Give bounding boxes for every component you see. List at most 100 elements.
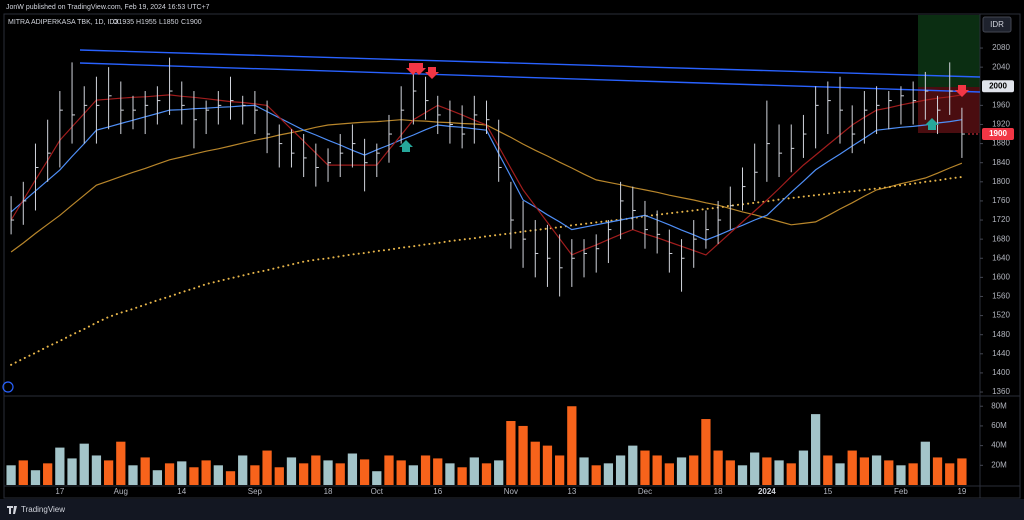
- volume-bar: [847, 450, 857, 485]
- volume-bar: [164, 463, 175, 485]
- volume-bar: [311, 455, 321, 485]
- buy-arrow: [925, 118, 939, 130]
- footer-logo-icon: [7, 506, 17, 514]
- x-tick-label: Aug: [114, 487, 128, 496]
- trendline: [79, 49, 981, 78]
- y-tick-label: 1560: [992, 292, 1010, 301]
- volume-bar: [18, 460, 28, 485]
- volume-bar: [615, 455, 626, 485]
- volume-bar: [286, 457, 297, 485]
- volume-bar: [201, 460, 211, 485]
- footer: [0, 499, 1024, 520]
- volume-bar: [628, 445, 638, 485]
- x-tick-label: 17: [55, 487, 64, 496]
- volume-bar: [91, 455, 102, 485]
- volume-bar: [884, 460, 894, 485]
- y-tick-label: 2040: [992, 62, 1010, 71]
- settings-icon[interactable]: [2, 381, 14, 393]
- volume-bar: [30, 470, 41, 485]
- x-tick-label: 19: [957, 487, 966, 496]
- currency-box[interactable]: [982, 16, 1012, 33]
- volume-bar: [689, 455, 699, 485]
- buy-arrows: [399, 118, 939, 152]
- volume-bar: [810, 414, 821, 485]
- y-tick-label: 1680: [992, 234, 1010, 243]
- price-label-box: [982, 80, 1014, 93]
- volume-bar: [945, 463, 955, 485]
- volume-bar: [676, 457, 687, 485]
- volume-bar: [408, 465, 418, 485]
- last-price-box: [982, 128, 1014, 141]
- volume-bar: [213, 465, 223, 485]
- volume-bar: [555, 455, 565, 485]
- x-tick-label: Oct: [371, 487, 384, 496]
- sell-arrows: [406, 63, 969, 97]
- y-tick-label: 1720: [992, 215, 1010, 224]
- volume-bar: [6, 465, 16, 485]
- volume-bar: [664, 463, 674, 485]
- volume-bar: [457, 467, 467, 485]
- ohlc-label: L1850: [159, 19, 179, 26]
- volume-bar: [359, 459, 370, 485]
- last-price-label: 1900: [989, 129, 1007, 138]
- y-tick-label: 1640: [992, 253, 1010, 262]
- volume-bar: [762, 457, 772, 485]
- x-tick-label: Sep: [248, 487, 263, 496]
- x-tick-label: 15: [823, 487, 832, 496]
- volume-bar: [335, 463, 345, 485]
- volume-bar: [494, 460, 504, 485]
- volume-bar: [140, 457, 150, 485]
- volume-bar: [43, 463, 53, 485]
- x-tick-label: 18: [714, 487, 723, 496]
- volume-bar: [103, 460, 114, 485]
- volume-bar: [567, 406, 577, 485]
- volume-bar: [579, 457, 589, 485]
- y-tick-label: 1800: [992, 177, 1010, 186]
- sell-arrow: [955, 85, 969, 97]
- volume-bar: [725, 460, 735, 485]
- ohlc-label: O1935: [113, 19, 134, 26]
- y-tick-label: 1880: [992, 139, 1010, 148]
- volume-tick-label: 20M: [991, 460, 1007, 469]
- volume-tick-label: 40M: [991, 441, 1007, 450]
- volume-bar: [908, 463, 918, 485]
- y-tick-label: 1920: [992, 120, 1010, 129]
- volume-bar: [774, 460, 784, 485]
- x-tick-label: 14: [177, 487, 186, 496]
- volume-bar: [128, 465, 138, 485]
- volume-bar: [518, 425, 528, 485]
- y-tick-label: 1600: [992, 272, 1010, 281]
- currency: IDR: [990, 20, 1004, 29]
- footer-logo[interactable]: TradingView: [21, 505, 65, 514]
- volume-bar: [420, 455, 431, 485]
- volume-bar: [55, 447, 65, 485]
- volume-bar: [445, 463, 455, 485]
- y-tick-label: 1480: [992, 330, 1010, 339]
- x-tick-label: Nov: [504, 487, 518, 496]
- volume-bar: [932, 457, 943, 485]
- volume-bar: [323, 460, 333, 485]
- volume-bar: [238, 455, 248, 485]
- volume-bar: [189, 467, 199, 485]
- x-tick-label: 2024: [758, 487, 776, 496]
- volume-bar: [469, 457, 479, 485]
- x-tick-label: 18: [324, 487, 333, 496]
- volume-bar: [701, 419, 711, 485]
- volume-bar: [396, 460, 406, 485]
- x-tick-label: 16: [433, 487, 442, 496]
- volume-bar: [603, 463, 614, 485]
- trendline: [79, 62, 981, 93]
- volume-bar: [116, 441, 126, 485]
- volume-bar: [591, 465, 601, 485]
- y-tick-label: 1360: [992, 387, 1010, 396]
- volume-bar: [506, 421, 516, 485]
- volume-bar: [920, 441, 930, 485]
- y-tick-label: 1960: [992, 100, 1010, 109]
- volume-bar: [67, 458, 77, 485]
- volume-bar: [786, 463, 796, 485]
- volume-bar: [481, 463, 492, 485]
- volume-bar: [835, 463, 845, 485]
- x-tick-label: Dec: [638, 487, 652, 496]
- volume-bar: [957, 458, 967, 485]
- sell-arrow: [425, 67, 439, 79]
